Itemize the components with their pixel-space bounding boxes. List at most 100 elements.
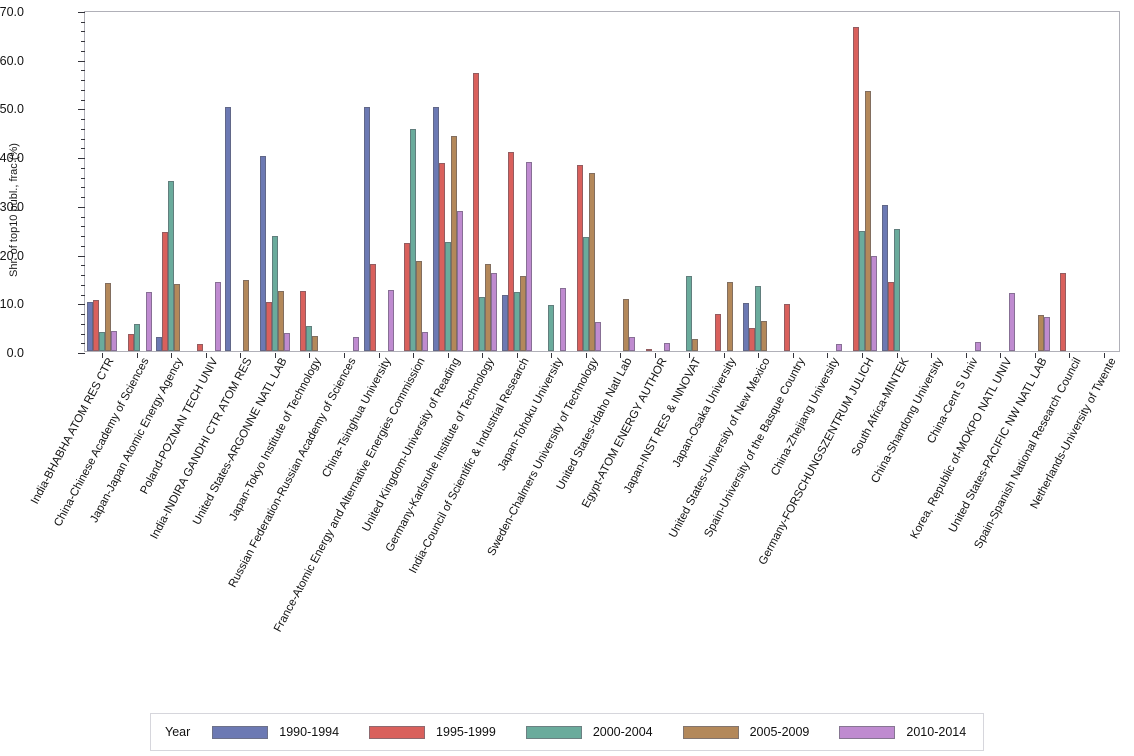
y-tick-mark-minor [81,187,85,189]
bar [105,283,112,351]
bar [410,128,417,351]
y-tick-mark [78,109,85,111]
bar [560,287,567,351]
bar [416,261,423,351]
legend-entry[interactable]: 2010-2014 [839,725,966,739]
bar [525,161,532,351]
x-tick-mark [344,353,345,358]
legend-swatch [682,725,739,739]
legend-entry[interactable]: 1995-1999 [369,725,496,739]
bar [1060,272,1067,351]
y-tick-mark-minor [81,138,85,140]
y-tick-mark-minor [81,99,85,101]
x-tick-mark [1104,353,1105,358]
y-tick-mark-minor [81,216,85,218]
y-tick-mark-minor [81,31,85,33]
bar [519,275,526,351]
bar [663,343,670,351]
legend-swatch [369,725,426,739]
y-tick-mark [78,158,85,160]
bar [444,242,451,351]
y-tick-mark-minor [81,333,85,335]
bar [686,275,693,351]
bar [422,332,429,351]
y-tick-mark [78,255,85,257]
bar [692,339,699,351]
x-tick-label: Japan-Osaka University [671,356,739,469]
bar [881,204,888,351]
x-tick-label-text: Japan-Osaka University [670,356,739,470]
y-tick-mark-minor [81,50,85,52]
y-tick-label: 10.0 [0,297,24,312]
x-tick-mark [137,353,138,358]
legend-label: 1990-1994 [279,725,340,739]
legend-entry[interactable]: 2000-2004 [525,725,653,739]
bar [277,290,284,351]
bar [645,349,652,351]
bar [312,335,319,351]
bar [1043,317,1050,351]
y-tick-mark-minor [81,128,85,130]
y-tick-mark-minor [81,343,85,345]
bar [214,282,221,351]
legend-label: 1995-1999 [436,725,496,739]
legend-entry[interactable]: 2005-2009 [682,725,809,739]
bar [588,173,595,351]
bar [623,299,630,351]
bar [507,152,514,351]
bar [714,313,721,351]
bar [836,344,843,351]
bar [479,297,486,351]
x-tick-label-text: Japan-Tohoku University [496,356,566,473]
bar [456,211,463,351]
bar [168,181,175,351]
bar [259,156,266,351]
y-tick-mark-minor [81,236,85,238]
x-tick-mark [966,353,967,358]
x-tick-label: Japan-Tohoku University [496,356,566,473]
bar [225,107,232,351]
x-tick-label-text: China-Zhejiang University [769,356,843,478]
bar [755,285,762,351]
x-tick-mark [171,353,172,358]
bar [743,302,750,351]
bar [196,343,203,351]
y-tick-mark-minor [81,177,85,179]
bar [432,107,439,351]
y-tick-label: 30.0 [0,199,24,214]
bar [871,256,877,351]
bar [145,292,152,351]
bar [749,327,756,351]
bar [893,229,900,351]
x-tick-mark [862,353,863,358]
bar [865,90,871,351]
bar [726,281,733,351]
x-tick-label: Russian Federation-Russian Academy of Sc… [227,356,359,590]
bar [1009,293,1016,351]
x-tick-mark [102,353,103,358]
legend-swatch [525,725,582,739]
y-tick-label: 70.0 [0,5,24,19]
bar [783,303,790,351]
bar [87,302,94,351]
legend-entry[interactable]: 1990-1994 [212,725,339,739]
bar [133,324,140,351]
y-tick-mark-minor [81,275,85,277]
bar [363,107,370,351]
x-tick-mark [275,353,276,358]
bar [974,341,981,351]
bar [548,305,555,351]
y-tick-mark-minor [81,70,85,72]
y-tick-mark-minor [81,245,85,247]
y-tick-mark-minor [81,89,85,91]
bar [576,165,583,351]
x-tick-label: China-Tsinghua University [320,356,393,480]
y-tick-mark-minor [81,284,85,286]
y-tick-mark [78,12,85,13]
bars-layer [85,12,1119,351]
x-tick-mark [724,353,725,358]
bar [306,326,313,351]
x-tick-mark [448,353,449,358]
bar [283,332,290,351]
x-tick-mark [689,353,690,358]
